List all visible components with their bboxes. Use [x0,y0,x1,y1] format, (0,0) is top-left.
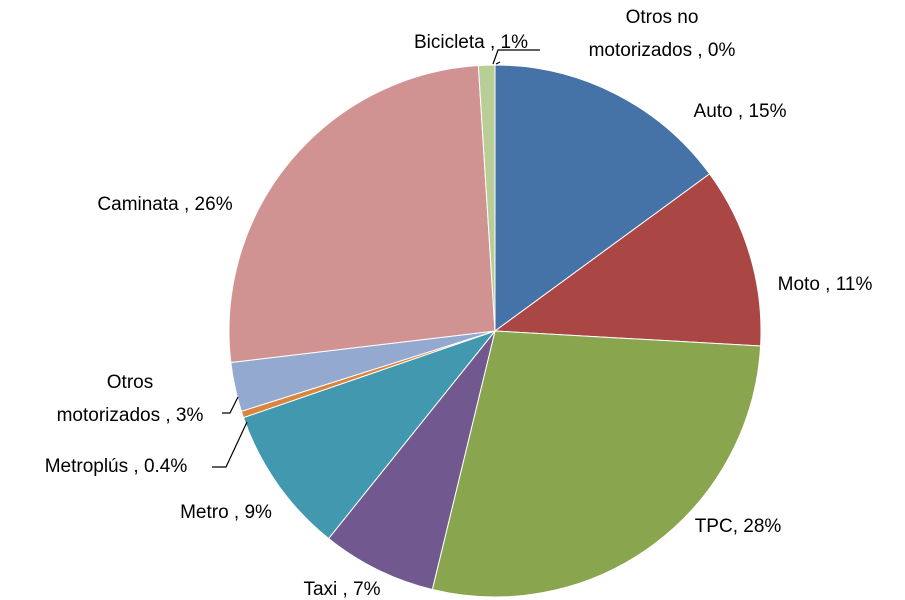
data-label: Otros motorizados , 3% [57,372,204,426]
data-label: Metroplús , 0.4% [45,456,188,477]
leader-line [495,61,501,65]
data-label: Bicicleta , 1% [414,32,528,53]
data-label: Caminata , 26% [97,194,232,215]
data-label: Auto , 15% [694,101,787,122]
leader-line [492,49,540,65]
pie-slice [494,64,711,332]
data-label: Moto , 11% [778,274,873,295]
data-label: Taxi , 7% [303,579,380,600]
data-label: TPC, 28% [695,516,782,537]
pie-slice [431,330,762,598]
leader-line [222,396,239,414]
data-label: Metro , 9% [180,502,272,523]
leader-line [212,421,248,468]
data-label: Otros no motorizados , 0% [589,7,736,61]
pie-slice [228,64,496,364]
pie-slice [242,329,497,540]
pie-slice [327,330,496,591]
pie-slice [493,173,762,347]
